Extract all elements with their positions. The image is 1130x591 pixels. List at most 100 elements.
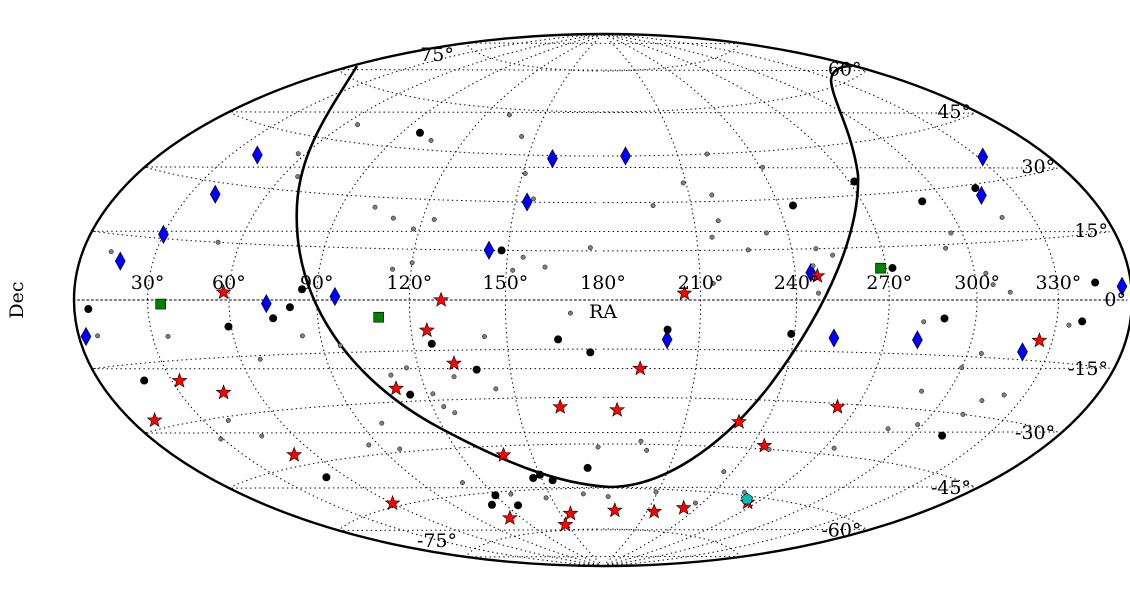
black-dot-marker: [554, 335, 563, 344]
dec-gridline: [228, 111, 975, 157]
black-dot-marker: [971, 184, 980, 193]
red-star-marker: [809, 267, 826, 283]
black-dot-marker: [322, 473, 331, 482]
red-star-marker: [675, 499, 692, 515]
gray-dot-marker: [542, 264, 548, 270]
gray-dot-marker: [508, 491, 514, 497]
blue-diamond-marker: [80, 326, 92, 347]
black-dot-marker: [787, 329, 796, 338]
gray-dot-marker: [921, 319, 927, 325]
red-star-marker: [388, 380, 405, 396]
blue-diamond-marker: [1017, 342, 1028, 362]
black-dot-marker: [529, 474, 538, 483]
gray-dot-marker: [108, 249, 114, 255]
green-square-marker: [155, 298, 166, 310]
black-dot-marker: [1091, 278, 1100, 287]
gray-dot-marker: [915, 422, 921, 427]
dec-tick-label: 0°: [1104, 289, 1126, 311]
ra-tick-label: 240°: [774, 272, 820, 294]
gray-dot-marker: [1001, 392, 1007, 398]
blue-diamond-marker: [620, 146, 631, 166]
blue-diamond-marker: [1116, 276, 1128, 296]
gray-dot-marker: [355, 122, 361, 128]
black-dot-marker: [415, 128, 424, 137]
blue-diamond-marker: [251, 145, 263, 165]
red-star-marker: [215, 284, 232, 300]
y-axis-label: Dec: [6, 281, 28, 318]
black-dot-marker: [472, 365, 481, 374]
gray-dot-marker: [830, 252, 836, 258]
ra-tick-labels: 330° 300° 270° 240° 210° 180° 150° 120° 90° 60° 30…: [131, 272, 1082, 294]
blue-diamond-marker: [977, 147, 989, 167]
gray-dot-marker: [978, 351, 984, 356]
ra-tick-label: 330°: [1036, 272, 1082, 294]
gray-dot-marker: [452, 410, 458, 416]
gray-dot-marker: [390, 266, 395, 272]
red-star-marker: [501, 509, 518, 525]
black-dot-marker: [663, 325, 672, 334]
gray-dot-marker: [692, 500, 698, 506]
black-dot-marker: [583, 463, 592, 472]
red-star-marker: [171, 372, 188, 388]
blue-diamond-marker: [158, 224, 169, 245]
red-star-marker: [731, 413, 747, 429]
dec-tick-label: -30°: [1015, 422, 1055, 444]
black-dot-marker: [888, 263, 897, 272]
gray-dot-marker: [959, 365, 965, 371]
gray-dot-marker: [644, 447, 650, 453]
gray-dot-marker: [431, 217, 437, 222]
gray-dot-marker: [715, 218, 721, 224]
data-markers: [80, 112, 1128, 532]
dec-tick-label: -60°: [821, 519, 861, 541]
black-dot-marker: [940, 314, 949, 323]
black-dot-marker: [491, 491, 500, 500]
graticule: [72, 32, 1130, 568]
ra-tick-label: 180°: [580, 272, 626, 294]
gray-dot-marker: [215, 239, 221, 245]
gray-dot-marker: [397, 446, 403, 452]
red-star-marker: [445, 355, 462, 371]
red-star-marker: [418, 322, 435, 338]
gray-dot-marker: [295, 174, 301, 179]
gray-dot-marker: [605, 494, 611, 500]
red-star-marker: [756, 437, 773, 453]
gray-dot-marker: [745, 247, 751, 253]
blue-diamond-marker: [521, 192, 533, 212]
dec-tick-label: 45°: [937, 101, 971, 123]
dec-tick-label: 30°: [1021, 156, 1055, 178]
boundary-curves: [295, 64, 860, 489]
ra-tick-label: 270°: [866, 272, 912, 294]
gray-dot-marker: [428, 137, 434, 143]
black-dot-marker: [285, 303, 294, 312]
gray-dot-marker: [1066, 322, 1072, 328]
gray-dot-marker: [742, 489, 747, 495]
gray-dot-marker: [709, 234, 715, 240]
gray-dot-marker: [885, 426, 891, 432]
dec-tick-label: 60°: [828, 59, 862, 81]
gray-dot-marker: [379, 420, 385, 426]
ra-tick-label: 30°: [131, 272, 165, 294]
gray-dot-marker: [638, 438, 644, 444]
black-dot-marker: [224, 322, 233, 331]
gray-dot-marker: [506, 112, 512, 118]
ra-gridline: [602, 33, 798, 567]
blue-diamond-marker: [260, 294, 272, 314]
gray-dot-marker: [522, 171, 528, 176]
black-dot-marker: [497, 246, 506, 255]
dec-tick-label: -45°: [931, 477, 971, 499]
red-star-marker: [646, 503, 663, 519]
black-dot-marker: [850, 177, 859, 186]
black-dot-marker: [586, 348, 595, 357]
gray-dot-marker: [919, 388, 925, 394]
ra-tick-label: 300°: [954, 272, 1000, 294]
ra-tick-label: 60°: [212, 272, 246, 294]
gray-dot-marker: [979, 398, 985, 404]
ra-tick-label: 150°: [483, 272, 529, 294]
gray-dot-marker: [710, 280, 716, 286]
gray-dot-marker: [520, 254, 526, 260]
x-axis-label: RA: [589, 301, 617, 323]
dec-tick-label: -15°: [1068, 358, 1108, 380]
gray-dot-marker: [165, 333, 171, 339]
black-dot-marker: [140, 376, 149, 385]
